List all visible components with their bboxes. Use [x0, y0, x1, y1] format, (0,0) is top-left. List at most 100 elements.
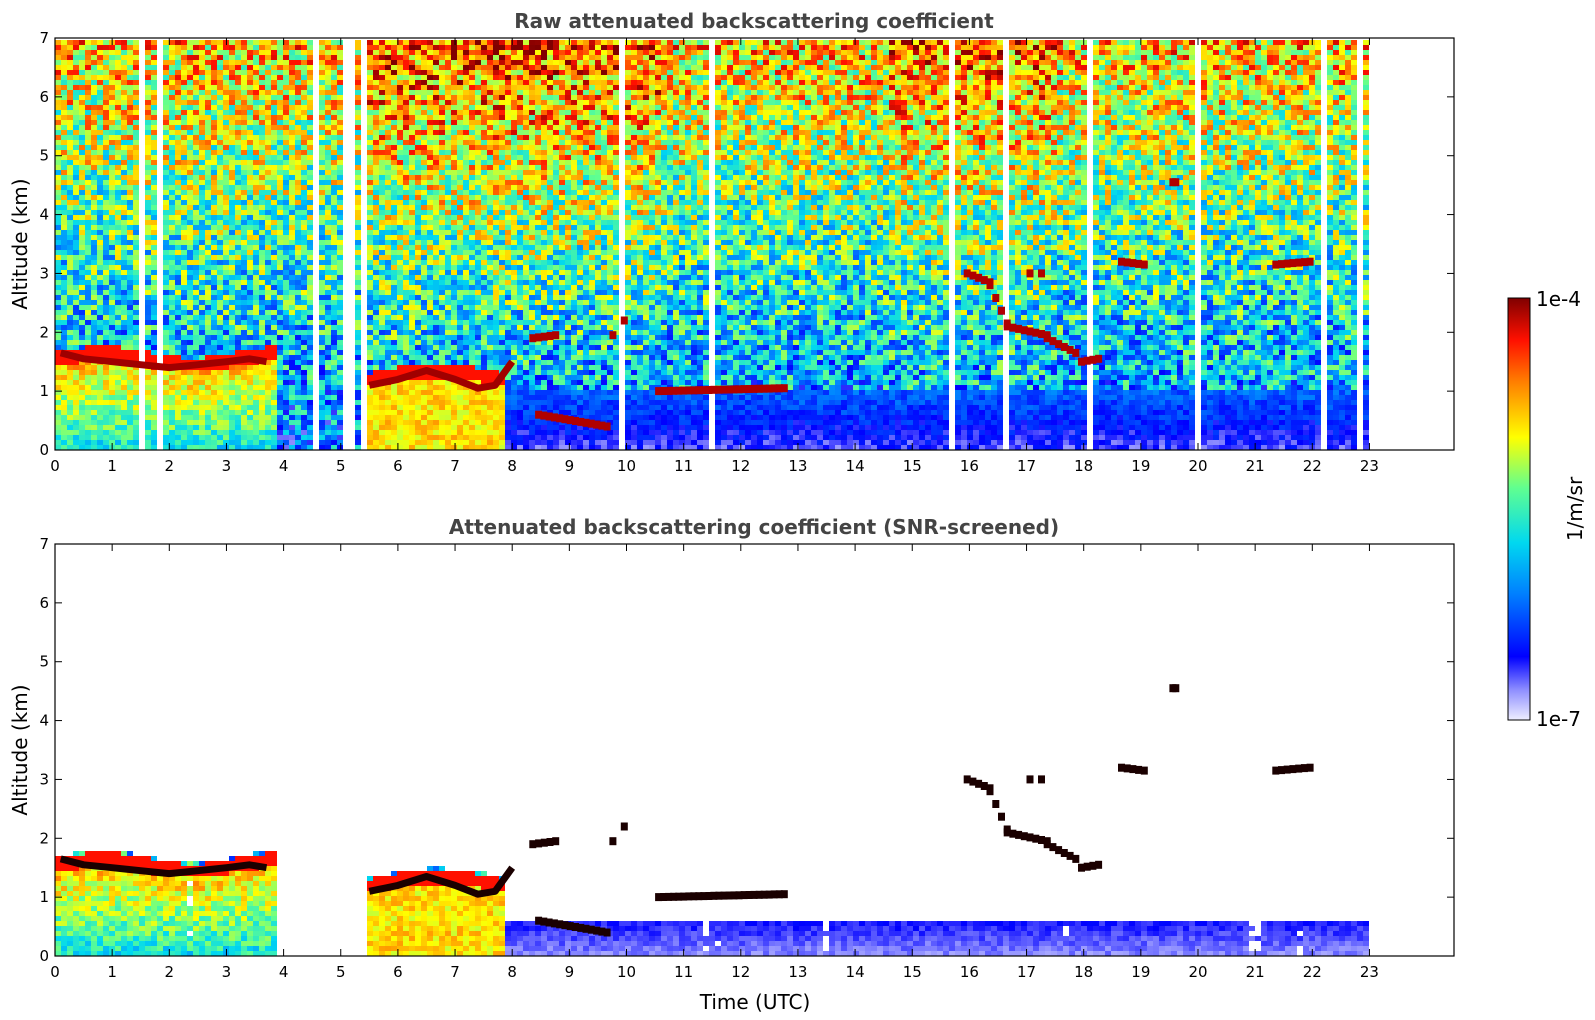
heatmap-cell: [175, 100, 181, 105]
heatmap-cell: [367, 55, 373, 60]
heatmap-cell: [421, 430, 427, 435]
heatmap-cell: [79, 320, 85, 325]
heatmap-cell: [205, 430, 211, 435]
heatmap-cell: [103, 120, 109, 125]
heatmap-cell: [403, 215, 409, 220]
heatmap-cell: [295, 165, 301, 170]
heatmap-cell: [67, 60, 73, 65]
heatmap-cell: [67, 165, 73, 170]
heatmap-cell: [427, 385, 433, 390]
heatmap-cell: [193, 40, 199, 45]
heatmap-cell: [271, 370, 277, 375]
heatmap-cell: [241, 195, 247, 200]
heatmap-cell: [211, 435, 217, 440]
heatmap-cell: [61, 410, 67, 415]
heatmap-cell: [217, 350, 223, 355]
heatmap-cell: [403, 390, 409, 395]
heatmap-cell: [55, 270, 61, 275]
heatmap-cell: [97, 155, 103, 160]
heatmap-cell: [199, 340, 205, 345]
heatmap-cell: [241, 250, 247, 255]
heatmap-cell: [427, 420, 433, 425]
heatmap-cell: [355, 305, 361, 310]
heatmap-cell: [85, 245, 91, 250]
heatmap-cell: [199, 440, 205, 445]
heatmap-cell: [205, 300, 211, 305]
heatmap-cell: [109, 70, 115, 75]
heatmap-cell: [253, 40, 259, 45]
heatmap-cell: [445, 100, 451, 105]
heatmap-cell: [337, 55, 343, 60]
heatmap-cell: [451, 75, 457, 80]
heatmap-cell: [181, 295, 187, 300]
heatmap-cell: [145, 430, 151, 435]
heatmap-cell: [211, 420, 217, 425]
heatmap-cell: [229, 320, 235, 325]
heatmap-cell: [169, 400, 175, 405]
heatmap-cell: [277, 70, 283, 75]
heatmap-cell: [379, 310, 385, 315]
heatmap-cell: [307, 125, 313, 130]
heatmap-cell: [145, 335, 151, 340]
heatmap-cell: [205, 245, 211, 250]
heatmap-cell: [109, 255, 115, 260]
heatmap-cell: [295, 380, 301, 385]
heatmap-cell: [61, 400, 67, 405]
heatmap-cell: [145, 300, 151, 305]
heatmap-cell: [445, 185, 451, 190]
heatmap-cell: [175, 340, 181, 345]
heatmap-cell: [205, 90, 211, 95]
heatmap-cell: [271, 430, 277, 435]
heatmap-cell: [355, 70, 361, 75]
heatmap-cell: [445, 230, 451, 235]
heatmap-cell: [61, 215, 67, 220]
heatmap-cell: [391, 50, 397, 55]
heatmap-cell: [79, 225, 85, 230]
heatmap-cell: [253, 75, 259, 80]
heatmap-cell: [187, 330, 193, 335]
heatmap-cell: [205, 395, 211, 400]
heatmap-cell: [223, 265, 229, 270]
heatmap-cell: [97, 50, 103, 55]
heatmap-cell: [433, 440, 439, 445]
heatmap-cell: [235, 210, 241, 215]
heatmap-cell: [439, 235, 445, 240]
heatmap-cell: [115, 435, 121, 440]
heatmap-cell: [121, 300, 127, 305]
heatmap-cell: [283, 45, 289, 50]
heatmap-cell: [415, 270, 421, 275]
heatmap-cell: [97, 445, 103, 450]
heatmap-cell: [409, 360, 415, 365]
heatmap-cell: [265, 180, 271, 185]
heatmap-cell: [295, 235, 301, 240]
heatmap-cell: [391, 190, 397, 195]
heatmap-cell: [439, 75, 445, 80]
heatmap-cell: [193, 95, 199, 100]
heatmap-cell: [199, 185, 205, 190]
heatmap-cell: [199, 395, 205, 400]
heatmap-cell: [133, 190, 139, 195]
heatmap-cell: [211, 155, 217, 160]
heatmap-cell: [445, 225, 451, 230]
heatmap-cell: [283, 435, 289, 440]
heatmap-cell: [205, 110, 211, 115]
heatmap-cell: [55, 285, 61, 290]
heatmap-cell: [55, 260, 61, 265]
heatmap-cell: [67, 220, 73, 225]
heatmap-cell: [229, 260, 235, 265]
heatmap-cell: [301, 265, 307, 270]
heatmap-cell: [259, 235, 265, 240]
heatmap-cell: [247, 45, 253, 50]
heatmap-cell: [229, 160, 235, 165]
heatmap-cell: [199, 205, 205, 210]
heatmap-cell: [295, 225, 301, 230]
heatmap-cell: [385, 385, 391, 390]
heatmap-cell: [337, 340, 343, 345]
heatmap-cell: [373, 440, 379, 445]
heatmap-cell: [193, 240, 199, 245]
heatmap-cell: [259, 305, 265, 310]
heatmap-cell: [331, 40, 337, 45]
heatmap-cell: [445, 330, 451, 335]
heatmap-cell: [79, 255, 85, 260]
heatmap-cell: [79, 350, 85, 355]
